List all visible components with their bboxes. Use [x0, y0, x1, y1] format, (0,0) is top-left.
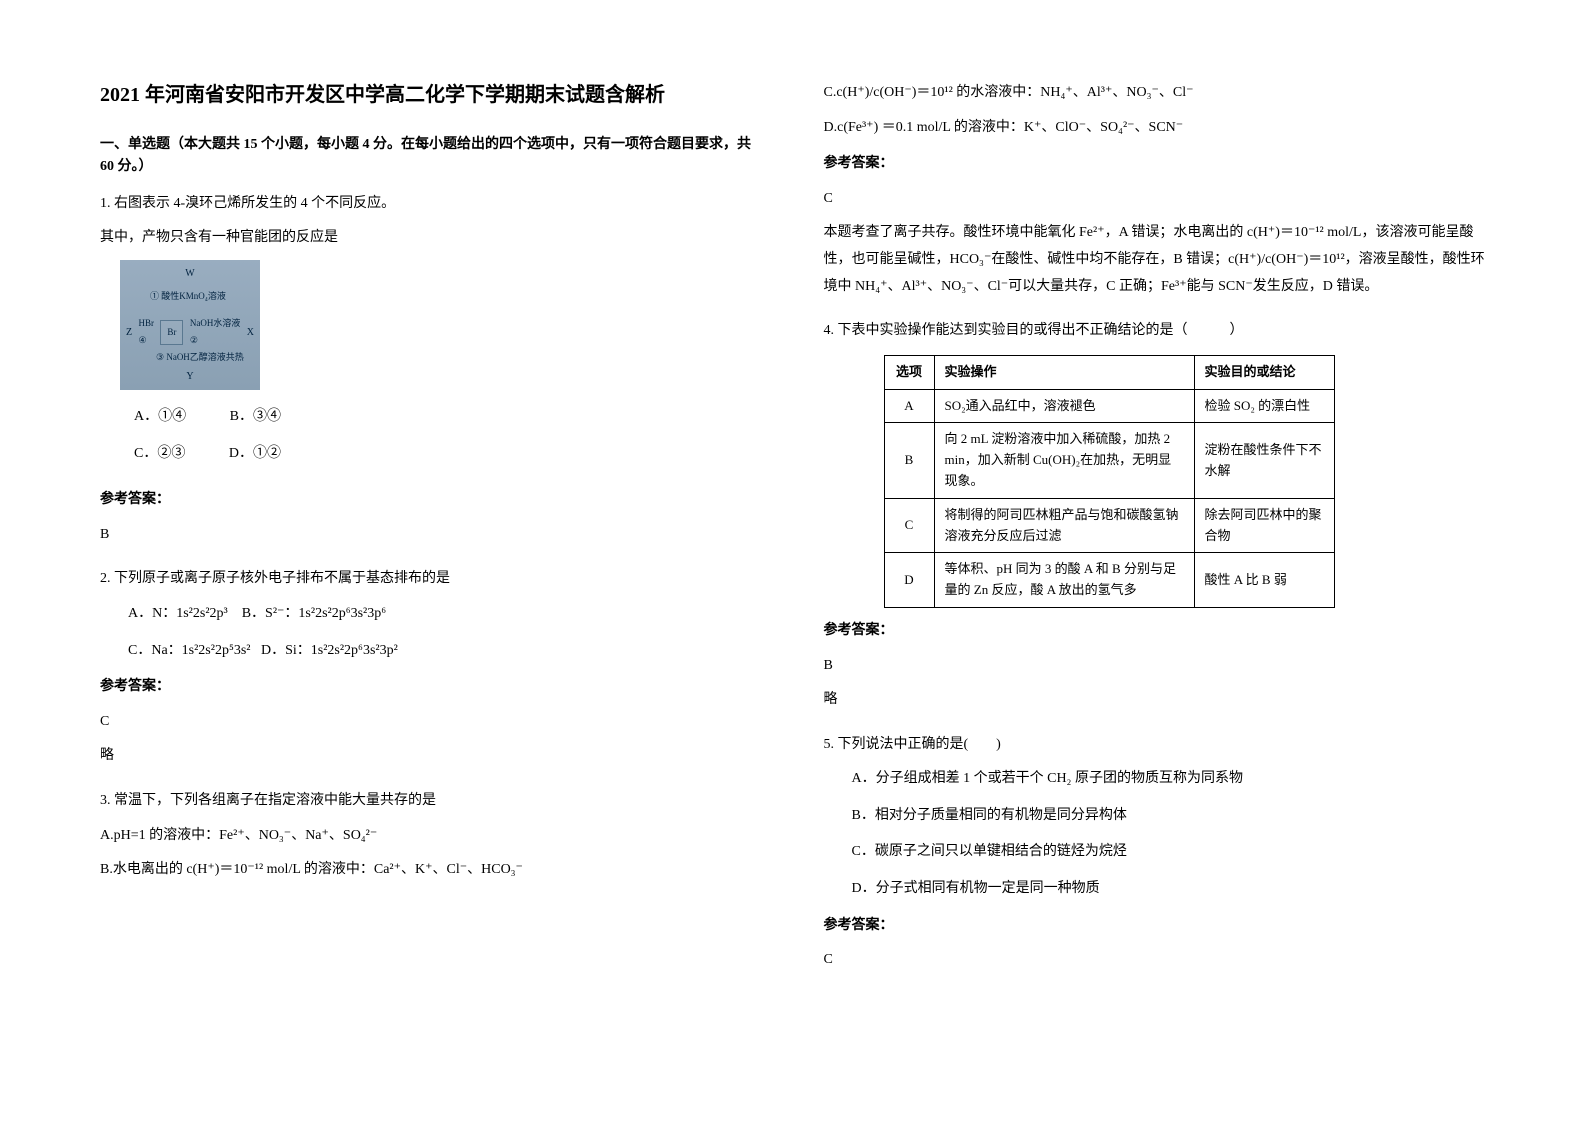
- diagram-reagent-1: ① 酸性KMnO₄溶液: [150, 288, 226, 305]
- q1-opt-d: D．①②: [229, 441, 281, 468]
- q4-table: 选项 实验操作 实验目的或结论 A SO₂通入品红中，溶液褪色 检验 SO₂ 的…: [884, 355, 1335, 608]
- q2-opt-d: D．Si：1s²2s²2p⁶3s²3p²: [261, 643, 398, 658]
- q2-opt-a: A．N：1s²2s²2p³: [128, 606, 228, 621]
- q2-answer: C: [100, 709, 764, 736]
- cell: 酸性 A 比 B 弱: [1194, 553, 1334, 608]
- cell: SO₂通入品红中，溶液褪色: [934, 389, 1194, 423]
- left-column: 2021 年河南省安阳市开发区中学高二化学下学期期末试题含解析 一、单选题（本大…: [100, 80, 764, 1042]
- q1-stem-2: 其中，产物只含有一种官能团的反应是: [100, 225, 764, 252]
- question-2: 2. 下列原子或离子原子核外电子排布不属于基态排布的是 A．N：1s²2s²2p…: [100, 566, 764, 770]
- q5-answer: C: [824, 947, 1488, 974]
- q2-opt-b: B．S²⁻：1s²2s²2p⁶3s²3p⁶: [242, 606, 386, 621]
- q4-explanation: 略: [824, 687, 1488, 714]
- q2-opt-c: C．Na：1s²2s²2p⁵3s²: [128, 643, 250, 658]
- answer-label: 参考答案：: [824, 151, 1488, 178]
- diagram-circ2: ②: [190, 335, 198, 345]
- cell: 等体积、pH 同为 3 的酸 A 和 B 分别与足量的 Zn 反应，酸 A 放出…: [934, 553, 1194, 608]
- diagram-label-w: W: [185, 264, 194, 283]
- diagram-label-x: X: [247, 323, 254, 342]
- diagram-reagent-3: ③ NaOH乙醇溶液共热: [156, 349, 244, 366]
- q3-opt-b: B.水电离出的 c(H⁺)＝10⁻¹² mol/L 的溶液中：Ca²⁺、K⁺、C…: [100, 857, 764, 884]
- q5-opt-d: D．分子式相同有机物一定是同一种物质: [852, 876, 1488, 903]
- q3-opt-d: D.c(Fe³⁺) ＝0.1 mol/L 的溶液中：K⁺、ClO⁻、SO₄²⁻、…: [824, 115, 1488, 142]
- q5-opt-b: B．相对分子质量相同的有机物是同分异构体: [852, 803, 1488, 830]
- cell: 向 2 mL 淀粉溶液中加入稀硫酸，加热 2 min，加入新制 Cu(OH)₂在…: [934, 423, 1194, 498]
- q4-answer: B: [824, 653, 1488, 680]
- q1-stem-1: 1. 右图表示 4-溴环己烯所发生的 4 个不同反应。: [100, 191, 764, 218]
- q2-explanation: 略: [100, 743, 764, 770]
- th-option: 选项: [884, 355, 934, 389]
- cell: 除去阿司匹林中的聚合物: [1194, 498, 1334, 553]
- q3-opt-a: A.pH=1 的溶液中：Fe²⁺、NO₃⁻、Na⁺、SO₄²⁻: [100, 823, 764, 850]
- q2-stem: 2. 下列原子或离子原子核外电子排布不属于基态排布的是: [100, 566, 764, 593]
- answer-label: 参考答案：: [824, 913, 1488, 940]
- question-1: 1. 右图表示 4-溴环己烯所发生的 4 个不同反应。 其中，产物只含有一种官能…: [100, 191, 764, 549]
- answer-label: 参考答案：: [824, 618, 1488, 645]
- question-5: 5. 下列说法中正确的是( ) A．分子组成相差 1 个或若干个 CH₂ 原子团…: [824, 732, 1488, 974]
- table-row: B 向 2 mL 淀粉溶液中加入稀硫酸，加热 2 min，加入新制 Cu(OH)…: [884, 423, 1334, 498]
- table-header-row: 选项 实验操作 实验目的或结论: [884, 355, 1334, 389]
- th-operation: 实验操作: [934, 355, 1194, 389]
- page-title: 2021 年河南省安阳市开发区中学高二化学下学期期末试题含解析: [100, 80, 764, 110]
- q3-opt-c: C.c(H⁺)/c(OH⁻)＝10¹² 的水溶液中：NH₄⁺、Al³⁺、NO₃⁻…: [824, 80, 1488, 107]
- q1-answer: B: [100, 522, 764, 549]
- diagram-label-y: Y: [186, 367, 193, 386]
- cell: D: [884, 553, 934, 608]
- cell: C: [884, 498, 934, 553]
- section-header: 一、单选题（本大题共 15 个小题，每小题 4 分。在每小题给出的四个选项中，只…: [100, 134, 764, 179]
- question-3-part1: 3. 常温下，下列各组离子在指定溶液中能大量共存的是 A.pH=1 的溶液中：F…: [100, 788, 764, 884]
- answer-label: 参考答案：: [100, 487, 764, 514]
- right-column: C.c(H⁺)/c(OH⁻)＝10¹² 的水溶液中：NH₄⁺、Al³⁺、NO₃⁻…: [824, 80, 1488, 1042]
- answer-label: 参考答案：: [100, 674, 764, 701]
- diagram-label-z: Z: [126, 323, 132, 342]
- cell: 淀粉在酸性条件下不水解: [1194, 423, 1334, 498]
- diagram-circ4: ④: [139, 335, 147, 345]
- q5-opt-c: C．碳原子之间只以单键相结合的链烃为烷烃: [852, 839, 1488, 866]
- question-4: 4. 下表中实验操作能达到实验目的或得出不正确结论的是（ ） 选项 实验操作 实…: [824, 318, 1488, 714]
- cell: 检验 SO₂ 的漂白性: [1194, 389, 1334, 423]
- diagram-naoh: NaOH水溶液: [190, 318, 241, 328]
- q3-explanation: 本题考查了离子共存。酸性环境中能氧化 Fe²⁺，A 错误；水电离出的 c(H⁺)…: [824, 220, 1488, 300]
- cell: 将制得的阿司匹林粗产品与饱和碳酸氢钠溶液充分反应后过滤: [934, 498, 1194, 553]
- q1-reaction-diagram: W ① 酸性KMnO₄溶液 Z HBr ④ Br NaOH水溶液 ② X ③ N…: [120, 260, 260, 390]
- th-conclusion: 实验目的或结论: [1194, 355, 1334, 389]
- q1-options: A．①④ B．③④ C．②③ D．①②: [100, 404, 764, 477]
- question-3-part2: C.c(H⁺)/c(OH⁻)＝10¹² 的水溶液中：NH₄⁺、Al³⁺、NO₃⁻…: [824, 80, 1488, 300]
- q1-opt-a: A．①④: [134, 404, 186, 431]
- q3-stem: 3. 常温下，下列各组离子在指定溶液中能大量共存的是: [100, 788, 764, 815]
- diagram-hbr: HBr: [139, 318, 155, 328]
- q4-stem: 4. 下表中实验操作能达到实验目的或得出不正确结论的是（ ）: [824, 318, 1488, 345]
- q1-opt-c: C．②③: [134, 441, 185, 468]
- table-row: C 将制得的阿司匹林粗产品与饱和碳酸氢钠溶液充分反应后过滤 除去阿司匹林中的聚合…: [884, 498, 1334, 553]
- cell: A: [884, 389, 934, 423]
- q1-opt-b: B．③④: [230, 404, 281, 431]
- q5-opt-a: A．分子组成相差 1 个或若干个 CH₂ 原子团的物质互称为同系物: [852, 766, 1488, 793]
- diagram-center-br: Br: [160, 320, 183, 345]
- q3-answer: C: [824, 186, 1488, 213]
- q5-stem: 5. 下列说法中正确的是( ): [824, 732, 1488, 759]
- table-row: D 等体积、pH 同为 3 的酸 A 和 B 分别与足量的 Zn 反应，酸 A …: [884, 553, 1334, 608]
- cell: B: [884, 423, 934, 498]
- table-row: A SO₂通入品红中，溶液褪色 检验 SO₂ 的漂白性: [884, 389, 1334, 423]
